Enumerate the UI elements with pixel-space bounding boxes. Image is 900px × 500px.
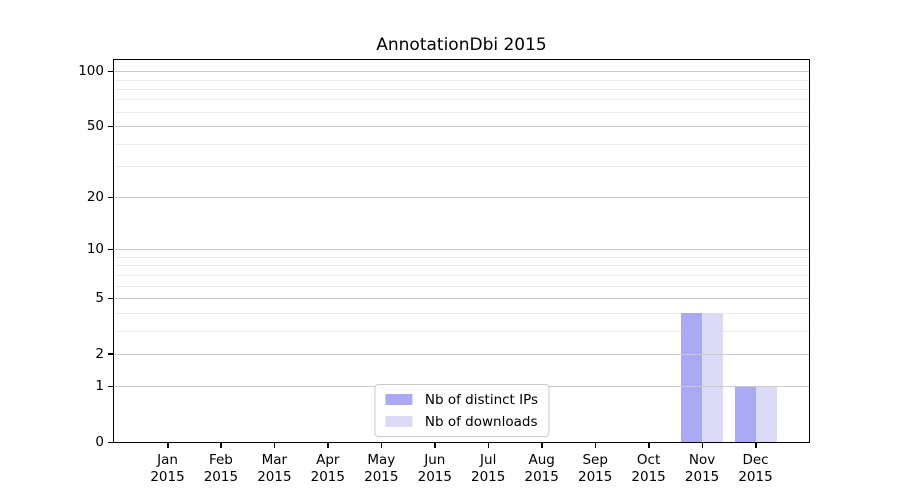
- x-tick-month: Jul: [480, 452, 497, 468]
- y-tick-mark: [108, 353, 113, 355]
- y-tick-label: 0: [95, 434, 104, 450]
- y-tick-mark: [108, 441, 113, 443]
- gridline-minor: [114, 257, 809, 258]
- gridline-minor: [114, 265, 809, 267]
- x-tick-label-apr: Apr 2015: [300, 452, 356, 486]
- x-tick-mark: [487, 443, 490, 448]
- chart-title: AnnotationDbi 2015: [376, 35, 547, 55]
- y-tick-label: 2: [95, 345, 104, 362]
- y-tick-label: 5: [95, 290, 104, 306]
- x-tick-month: Nov: [688, 452, 716, 468]
- gridline-minor: [114, 274, 809, 276]
- legend-item-nb-of-downloads: Nb of downloads: [384, 413, 538, 430]
- y-tick-mark: [108, 297, 113, 299]
- x-tick-mark: [755, 443, 757, 448]
- x-tick-month: Mar: [261, 452, 288, 468]
- y-tick-mark: [108, 385, 113, 388]
- legend-swatch-nb-of-distinct-ips: [384, 394, 412, 405]
- x-tick-label-jan: Jan 2015: [140, 452, 196, 486]
- x-tick-year: 2015: [150, 469, 185, 485]
- bar-nb-of-downloads-nov: [702, 312, 724, 442]
- gridline-minor: [114, 111, 809, 113]
- x-tick-mark: [648, 443, 650, 448]
- gridline-minor: [114, 285, 809, 287]
- x-tick-year: 2015: [738, 469, 773, 485]
- x-tick-month: Dec: [742, 452, 769, 468]
- bar-nb-of-downloads-dec: [755, 386, 777, 442]
- bar-nb-of-distinct-ips-dec: [734, 386, 756, 442]
- plot-area: Nb of distinct IPs Nb of downloads: [113, 59, 810, 443]
- x-tick-month: Jan: [157, 452, 178, 468]
- gridline-minor: [114, 143, 809, 145]
- y-tick-label: 1: [95, 378, 104, 395]
- x-tick-month: Feb: [208, 452, 233, 468]
- gridline-major: [114, 126, 809, 127]
- x-tick-mark: [273, 443, 276, 448]
- gridline-major: [114, 249, 809, 251]
- x-tick-label-aug: Aug 2015: [514, 452, 570, 486]
- x-tick-mark: [167, 443, 169, 448]
- legend-label-nb-of-downloads: Nb of downloads: [424, 413, 538, 430]
- x-tick-month: Aug: [528, 452, 555, 468]
- x-tick-year: 2015: [471, 469, 506, 485]
- gridline-minor: [114, 88, 809, 90]
- x-tick-year: 2015: [524, 469, 559, 485]
- x-tick-year: 2015: [364, 469, 399, 485]
- x-tick-year: 2015: [257, 469, 292, 485]
- y-tick-label: 20: [86, 189, 104, 206]
- x-tick-mark: [327, 443, 329, 448]
- x-tick-mark: [434, 443, 436, 448]
- x-tick-label-may: May 2015: [353, 452, 409, 486]
- legend: Nb of distinct IPs Nb of downloads: [373, 384, 550, 437]
- gridline-major: [114, 353, 809, 355]
- bar-nb-of-distinct-ips-nov: [681, 312, 703, 442]
- x-tick-year: 2015: [417, 469, 452, 485]
- legend-item-nb-of-distinct-ips: Nb of distinct IPs: [384, 391, 539, 408]
- x-tick-year: 2015: [684, 469, 720, 485]
- gridline-minor: [114, 79, 809, 81]
- y-tick-label: 50: [86, 118, 104, 134]
- x-tick-month: May: [367, 452, 396, 468]
- x-tick-year: 2015: [203, 469, 239, 485]
- y-tick-label: 100: [78, 63, 104, 80]
- x-tick-mark: [701, 443, 704, 448]
- y-tick-label: 10: [86, 241, 104, 258]
- legend-label-nb-of-distinct-ips: Nb of distinct IPs: [424, 391, 539, 408]
- gridline-major: [114, 298, 809, 299]
- x-tick-label-oct: Oct 2015: [621, 452, 677, 486]
- x-tick-label-jun: Jun 2015: [407, 452, 463, 486]
- x-tick-month: Oct: [636, 452, 661, 468]
- y-tick-mark: [108, 125, 113, 127]
- x-tick-label-mar: Mar 2015: [246, 452, 302, 486]
- y-tick-mark: [108, 248, 113, 251]
- y-tick-mark: [108, 196, 113, 199]
- x-tick-mark: [380, 443, 383, 448]
- x-tick-mark: [220, 443, 222, 448]
- x-tick-month: Sep: [582, 452, 608, 468]
- x-tick-mark: [541, 443, 543, 448]
- gridline-minor: [114, 312, 809, 314]
- gridline-minor: [114, 99, 809, 101]
- x-tick-month: Apr: [316, 452, 340, 468]
- gridline-major: [114, 197, 809, 199]
- x-tick-label-dec: Dec 2015: [728, 452, 784, 486]
- gridline-minor: [114, 330, 809, 332]
- legend-swatch-nb-of-downloads: [384, 416, 412, 427]
- y-tick-mark: [108, 70, 113, 73]
- x-tick-label-jul: Jul 2015: [460, 452, 516, 486]
- x-tick-label-nov: Nov 2015: [674, 452, 730, 486]
- gridline-major: [114, 71, 809, 73]
- x-tick-label-feb: Feb 2015: [193, 452, 249, 486]
- x-tick-year: 2015: [310, 469, 345, 485]
- x-tick-year: 2015: [631, 469, 666, 485]
- x-tick-label-sep: Sep 2015: [567, 452, 623, 486]
- x-tick-year: 2015: [578, 469, 613, 485]
- gridline-minor: [114, 166, 809, 167]
- x-tick-mark: [594, 443, 597, 448]
- x-tick-month: Jun: [424, 452, 446, 468]
